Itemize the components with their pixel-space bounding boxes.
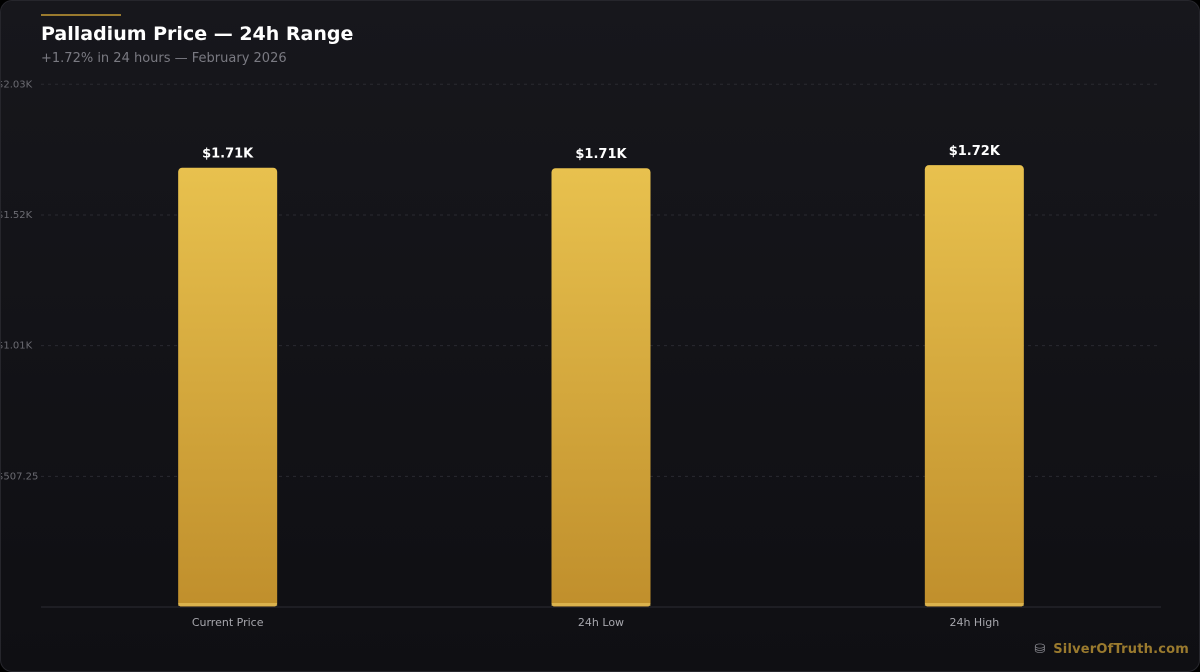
chart-subtitle: +1.72% in 24 hours — February 2026	[41, 51, 287, 66]
accent-rule	[41, 14, 121, 16]
bars	[178, 165, 1024, 608]
y-tick-label: $507.25	[1, 471, 38, 482]
watermark-text: SilverOfTruth.com	[1053, 642, 1189, 657]
x-axis: Current Price 24h Low 24h High	[41, 606, 1161, 629]
bar-base-highlight	[178, 603, 278, 606]
chart-title: Palladium Price — 24h Range	[41, 23, 354, 45]
bar-value-label: $1.71K	[202, 147, 254, 162]
x-tick-label: 24h High	[949, 616, 999, 629]
bar[interactable]	[924, 165, 1024, 608]
bar[interactable]	[178, 167, 278, 608]
y-tick-label: $1.52K	[1, 210, 33, 221]
y-axis: $507.25 $1.01K $1.52K $2.03K	[1, 79, 38, 482]
y-tick-label: $2.03K	[1, 79, 33, 90]
y-tick-label: $1.01K	[1, 341, 33, 352]
bar[interactable]	[551, 168, 651, 607]
bar-value-label: $1.71K	[575, 147, 627, 162]
bar-base-highlight	[551, 603, 651, 606]
bar-value-label: $1.72K	[949, 144, 1001, 159]
x-tick-label: Current Price	[192, 616, 264, 629]
data-labels: $1.71K $1.71K $1.72K	[202, 144, 1001, 162]
coin-stack-icon: ⛁	[1034, 642, 1046, 657]
bar-base-highlight	[924, 603, 1024, 606]
watermark[interactable]: ⛁ SilverOfTruth.com	[1034, 642, 1189, 657]
x-tick-label: 24h Low	[578, 616, 624, 629]
